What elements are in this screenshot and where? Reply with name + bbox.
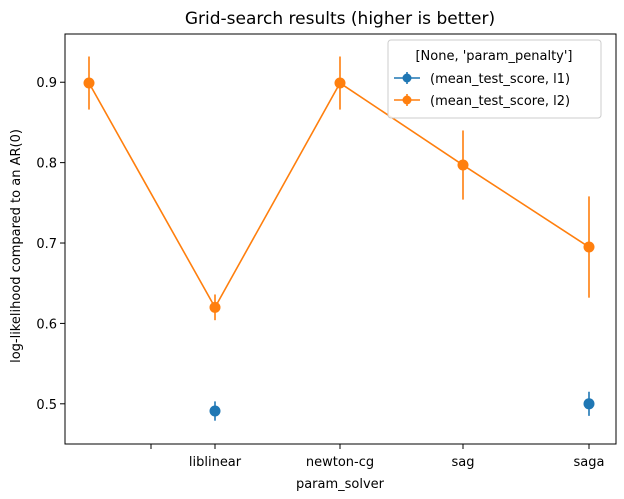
x-tick-label: saga (574, 455, 605, 470)
x-tick-label: sag (452, 455, 475, 470)
x-tick-label: newton-cg (306, 455, 374, 470)
data-point (209, 405, 221, 417)
plot-layer (83, 56, 595, 421)
x-tick-label: liblinear (189, 455, 242, 470)
legend-marker (402, 73, 412, 83)
legend: [None, 'param_penalty'] (mean_test_score… (387, 39, 602, 119)
legend-label: (mean_test_score, l2) (430, 94, 570, 109)
legend-title: [None, 'param_penalty'] (415, 49, 572, 64)
data-point (209, 301, 221, 313)
data-point (334, 77, 346, 89)
axes-layer: 0.5 0.6 0.7 0.8 0.9 liblinear newton-cg sag saga (36, 33, 617, 470)
y-tick-label: 0.8 (36, 157, 57, 172)
x-axis-label: param_solver (296, 477, 385, 492)
y-tick-label: 0.7 (36, 237, 57, 252)
y-axis-label: log-likelihood compared to an AR(0) (9, 129, 24, 363)
legend-entries: (mean_test_score, l1) (mean_test_score, l… (394, 72, 570, 109)
y-tick-label: 0.6 (36, 317, 57, 332)
y-tick-label: 0.5 (36, 398, 57, 413)
data-point (583, 241, 595, 253)
legend-label: (mean_test_score, l1) (430, 72, 570, 87)
data-point (583, 398, 595, 410)
data-point (83, 77, 95, 89)
y-tick-label: 0.9 (36, 76, 57, 91)
legend-marker (402, 95, 412, 105)
data-point (457, 159, 469, 171)
chart-title: Grid-search results (higher is better) (185, 9, 495, 29)
legend-box (387, 39, 602, 119)
